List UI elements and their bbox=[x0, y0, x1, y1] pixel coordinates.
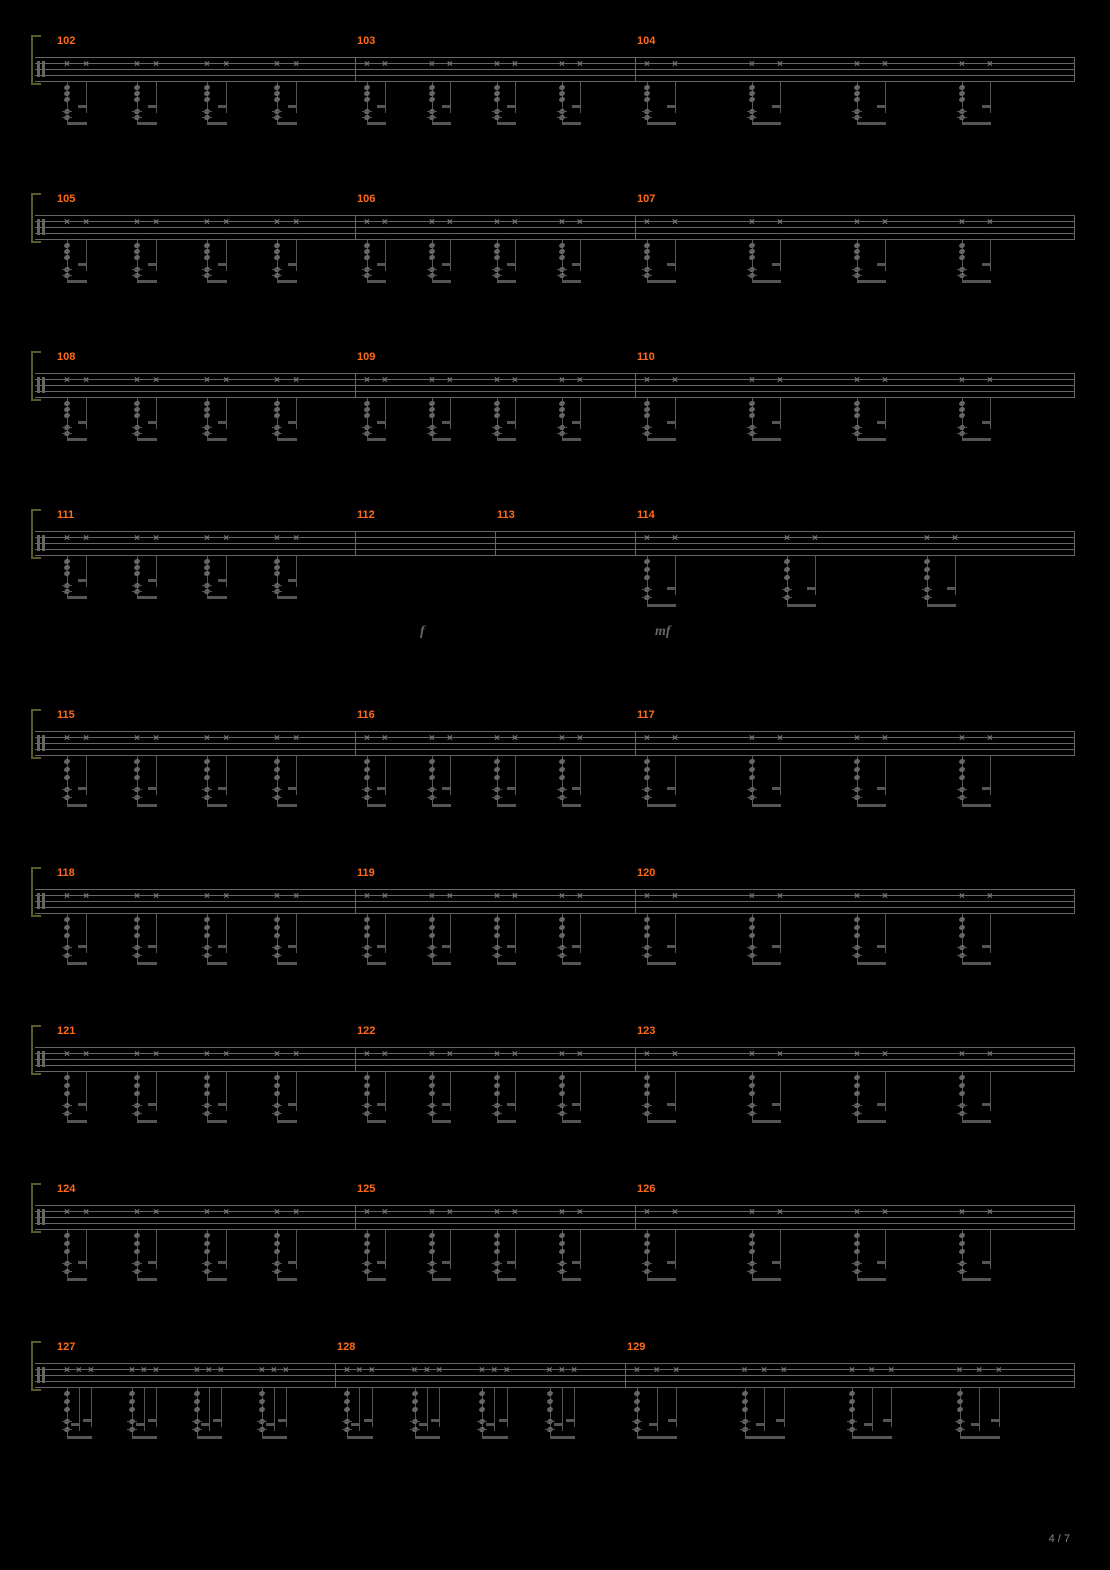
barline bbox=[1074, 373, 1075, 397]
percussion-clef bbox=[37, 891, 47, 911]
staff-system: 102××××××××103××××××××104×××××××× bbox=[35, 35, 1075, 105]
measure-number: 109 bbox=[357, 351, 375, 363]
barline bbox=[1074, 1205, 1075, 1229]
measure-number: 110 bbox=[637, 351, 655, 363]
percussion-clef bbox=[37, 375, 47, 395]
barline bbox=[635, 1205, 636, 1229]
barline bbox=[1074, 889, 1075, 913]
barline bbox=[1074, 57, 1075, 81]
barline bbox=[1074, 1047, 1075, 1071]
barline bbox=[635, 531, 636, 555]
barline bbox=[635, 57, 636, 81]
dynamic-marking: f bbox=[420, 624, 425, 640]
barline bbox=[1074, 215, 1075, 239]
barline bbox=[355, 215, 356, 239]
measure-number: 102 bbox=[57, 35, 75, 47]
measure-number: 116 bbox=[357, 709, 375, 721]
staff-system: 108××××××××109××××××××110×××××××× bbox=[35, 351, 1075, 421]
barline bbox=[355, 373, 356, 397]
staff-system: 105××××××××106××××××××107×××××××× bbox=[35, 193, 1075, 263]
staff-system: 115××××××××116××××××××117×××××××× bbox=[35, 709, 1075, 779]
measure-number: 118 bbox=[57, 867, 75, 879]
barline bbox=[355, 57, 356, 81]
measure-number: 106 bbox=[357, 193, 375, 205]
staff-system: 111××××××××112113114××××××fmf bbox=[35, 509, 1075, 579]
measure-number: 105 bbox=[57, 193, 75, 205]
barline bbox=[355, 1205, 356, 1229]
measure-number: 107 bbox=[637, 193, 655, 205]
barline bbox=[625, 1363, 626, 1387]
barline bbox=[355, 1047, 356, 1071]
measure-number: 119 bbox=[357, 867, 375, 879]
barline bbox=[495, 531, 496, 555]
measure-number: 117 bbox=[637, 709, 655, 721]
measure-number: 125 bbox=[357, 1183, 375, 1195]
measure-number: 122 bbox=[357, 1025, 375, 1037]
measure-number: 104 bbox=[637, 35, 655, 47]
barline bbox=[355, 531, 356, 555]
measure-number: 111 bbox=[57, 509, 74, 521]
barline bbox=[635, 373, 636, 397]
measure-number: 123 bbox=[637, 1025, 655, 1037]
staff-system: 121××××××××122××××××××123×××××××× bbox=[35, 1025, 1075, 1095]
barline bbox=[1074, 531, 1075, 555]
measure-number: 121 bbox=[57, 1025, 75, 1037]
barline bbox=[1074, 1363, 1075, 1387]
percussion-clef bbox=[37, 217, 47, 237]
measure-number: 112 bbox=[357, 509, 375, 521]
staff-system: 118××××××××119××××××××120×××××××× bbox=[35, 867, 1075, 937]
percussion-clef bbox=[37, 1207, 47, 1227]
measure-number: 129 bbox=[627, 1341, 645, 1353]
measure-number: 127 bbox=[57, 1341, 75, 1353]
barline bbox=[635, 731, 636, 755]
percussion-clef bbox=[37, 59, 47, 79]
measure-number: 108 bbox=[57, 351, 75, 363]
percussion-clef bbox=[37, 1365, 47, 1385]
barline bbox=[355, 889, 356, 913]
measure-number: 103 bbox=[357, 35, 375, 47]
barline bbox=[335, 1363, 336, 1387]
measure-number: 113 bbox=[497, 509, 515, 521]
measure-number: 126 bbox=[637, 1183, 655, 1195]
page-number: 4 / 7 bbox=[1049, 1533, 1070, 1545]
tablature-page: 102××××××××103××××××××104×××××××× 105××××… bbox=[35, 35, 1075, 1499]
measure-number: 128 bbox=[337, 1341, 355, 1353]
dynamic-marking: mf bbox=[655, 624, 671, 640]
staff-system: 124××××××××125××××××××126×××××××× bbox=[35, 1183, 1075, 1253]
measure-number: 115 bbox=[57, 709, 75, 721]
staff-system: 127××××××××××××128××××××××××××129×××××××… bbox=[35, 1341, 1075, 1411]
barline bbox=[355, 731, 356, 755]
measure-number: 120 bbox=[637, 867, 655, 879]
barline bbox=[635, 1047, 636, 1071]
measure-number: 124 bbox=[57, 1183, 75, 1195]
barline bbox=[1074, 731, 1075, 755]
measure-number: 114 bbox=[637, 509, 655, 521]
barline bbox=[635, 889, 636, 913]
percussion-clef bbox=[37, 1049, 47, 1069]
barline bbox=[635, 215, 636, 239]
percussion-clef bbox=[37, 533, 47, 553]
percussion-clef bbox=[37, 733, 47, 753]
